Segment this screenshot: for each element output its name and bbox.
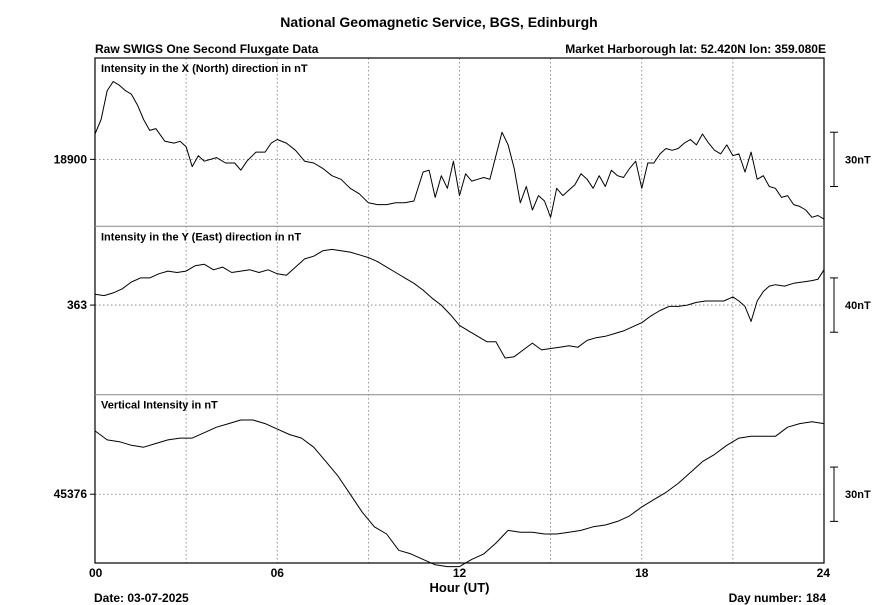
- x-tick-label: 12: [453, 566, 467, 580]
- scale-bar-label: 30nT: [845, 489, 871, 501]
- reference-value-label: 363: [67, 298, 87, 312]
- scale-bar-label: 30nT: [845, 154, 871, 166]
- x-axis-label: Hour (UT): [430, 580, 490, 595]
- scale-bar-label: 40nT: [845, 300, 871, 312]
- panel-label: Intensity in the X (North) direction in …: [101, 63, 308, 75]
- station-location-label: Market Harborough lat: 52.420N lon: 359.…: [565, 42, 826, 56]
- series-line: [94, 419, 825, 568]
- x-tick-label: 00: [89, 566, 103, 580]
- x-tick-label: 06: [271, 566, 285, 580]
- series-line: [94, 81, 825, 220]
- day-number-label: Day number:: [728, 591, 802, 605]
- reference-value-label: 18900: [54, 152, 88, 166]
- day-number: Day number: 184: [725, 591, 826, 605]
- series-layer: [94, 81, 825, 568]
- grid: [95, 58, 824, 563]
- plot-frame: [94, 57, 825, 564]
- x-tick-label: 18: [635, 566, 649, 580]
- reference-value-label: 45376: [54, 487, 88, 501]
- chart-title: National Geomagnetic Service, BGS, Edinb…: [280, 14, 598, 30]
- date-label: Date: 03-07-2025: [94, 591, 189, 605]
- day-number-value: 184: [805, 591, 826, 605]
- label-layer: 00 06 12 18 24 18900 Intensity in the X (North…: [54, 63, 871, 580]
- series-line: [94, 248, 825, 359]
- panel-label: Intensity in the Y (East) direction in n…: [101, 231, 301, 243]
- panel-label: Vertical Intensity in nT: [101, 400, 218, 412]
- data-source-label: Raw SWIGS One Second Fluxgate Data: [95, 42, 319, 56]
- x-tick-label: 24: [817, 566, 831, 580]
